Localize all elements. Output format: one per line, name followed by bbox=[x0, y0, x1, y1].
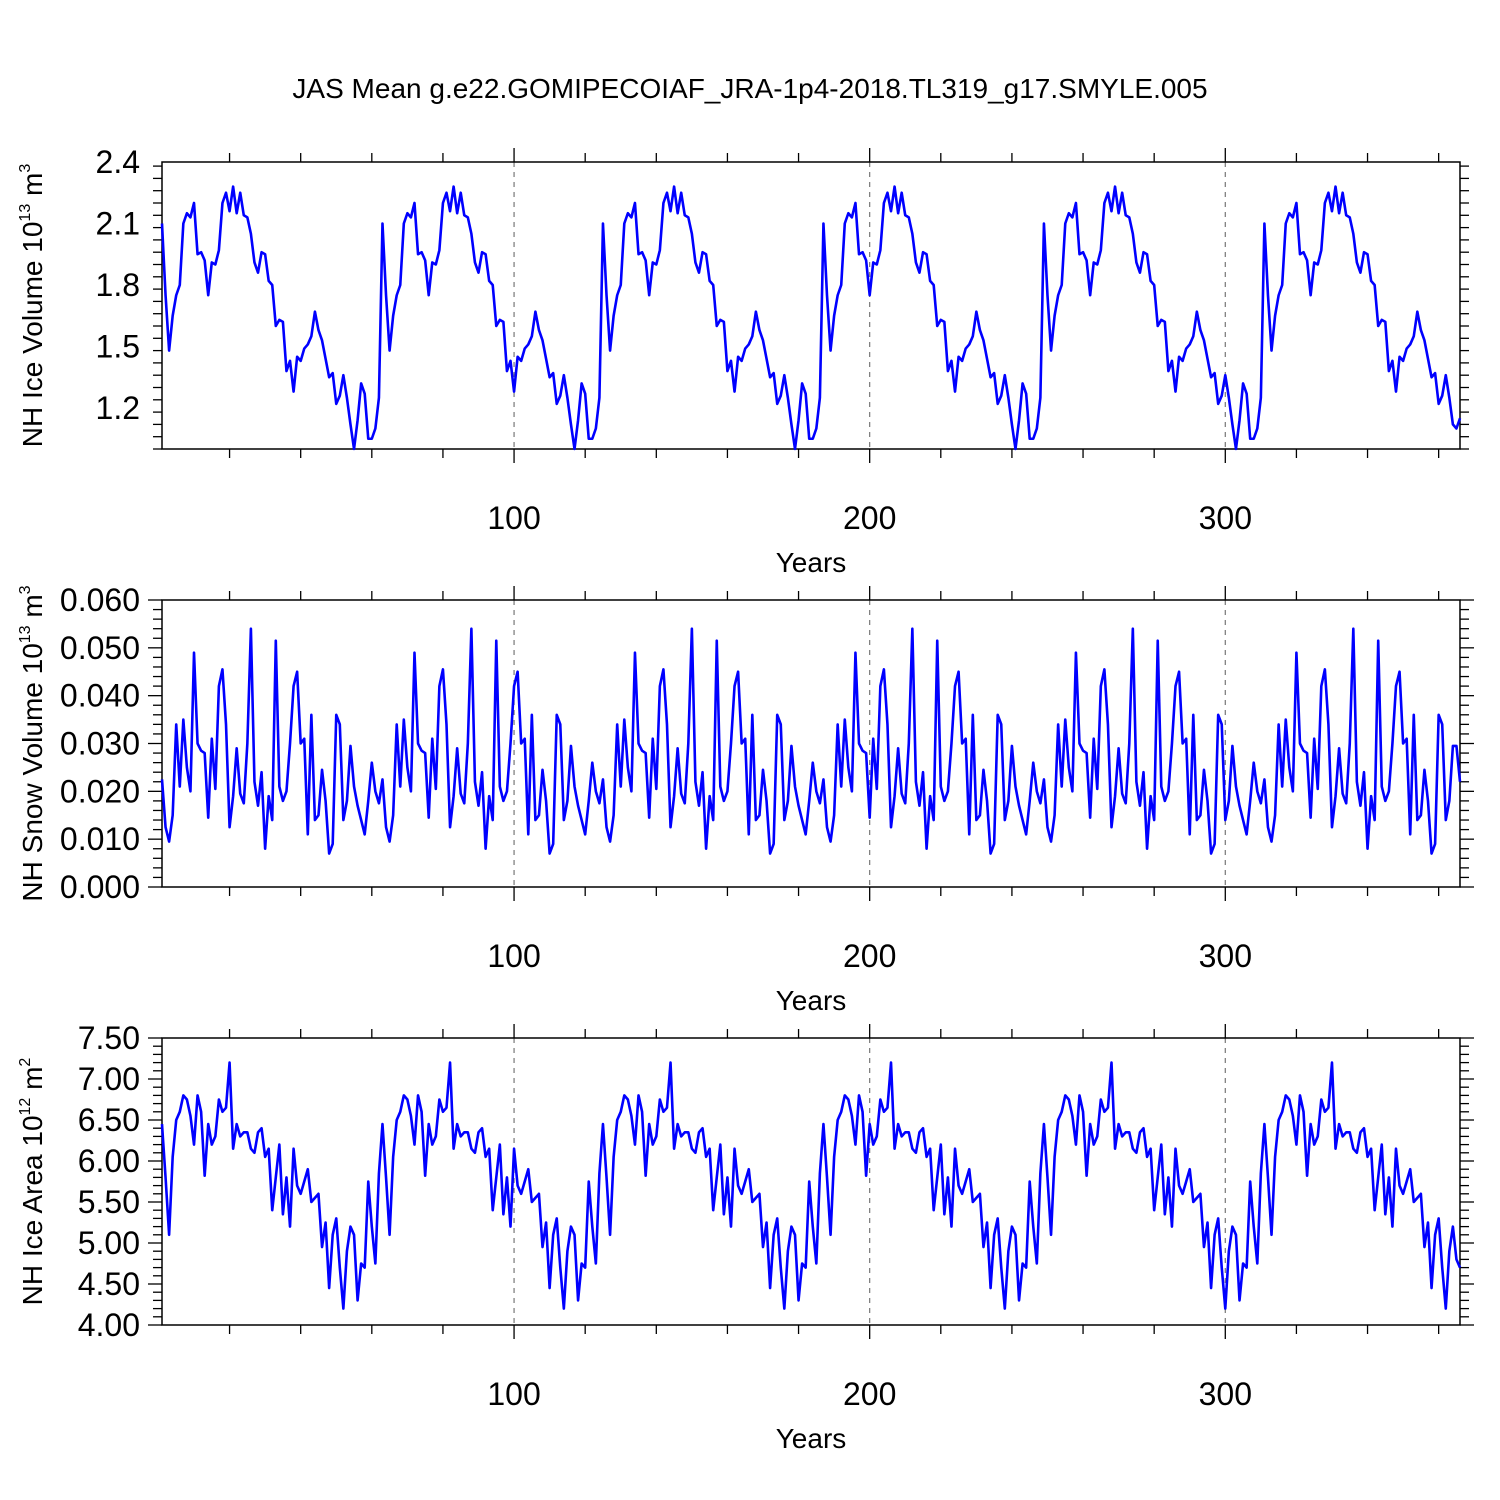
series-line-ice-volume bbox=[160, 185, 1462, 451]
panel-snow-volume: 100 200 300 0.000 0.010 0.020 0.030 0.040 0.050 0… bbox=[17, 582, 1474, 1016]
x-tick-label: 300 bbox=[1199, 500, 1252, 536]
panel-ice-volume: 100 200 300 1.2 1.5 1.8 2.1 2.4 Years NH Ice Volu… bbox=[17, 144, 1469, 578]
x-tick-label: 300 bbox=[1199, 1376, 1252, 1412]
x-axis-label: Years bbox=[776, 1423, 847, 1454]
x-tick-label: 200 bbox=[843, 938, 896, 974]
x-tick-label: 100 bbox=[487, 1376, 540, 1412]
y-tick-label: 0.010 bbox=[60, 821, 140, 857]
y-tick-label: 0.020 bbox=[60, 773, 140, 809]
y-axis-label: NH Snow Volume 1013 m3 bbox=[17, 585, 48, 901]
x-tick-label: 100 bbox=[487, 938, 540, 974]
y-tick-label: 2.4 bbox=[96, 144, 140, 180]
y-tick-label: 2.1 bbox=[96, 206, 140, 242]
x-axis-label: Years bbox=[776, 985, 847, 1016]
y-tick-label: 6.00 bbox=[78, 1143, 140, 1179]
y-tick-label: 1.8 bbox=[96, 267, 140, 303]
y-tick-label: 1.2 bbox=[96, 390, 140, 426]
y-tick-label: 7.50 bbox=[78, 1020, 140, 1056]
series-line-ice-area bbox=[160, 1061, 1462, 1310]
x-tick-label: 200 bbox=[843, 500, 896, 536]
y-tick-label: 0.030 bbox=[60, 726, 140, 762]
y-axis-label: NH Ice Area 1012 m2 bbox=[17, 1058, 48, 1306]
plot-frame bbox=[161, 1037, 1461, 1326]
panel-ice-area: 100 200 300 4.00 4.50 5.00 5.50 6.00 6.50 7.00 7.5… bbox=[17, 1020, 1474, 1454]
x-tick-label: 100 bbox=[487, 500, 540, 536]
x-tick-label: 300 bbox=[1199, 938, 1252, 974]
y-tick-label: 5.00 bbox=[78, 1225, 140, 1261]
y-tick-label: 0.000 bbox=[60, 869, 140, 905]
y-tick-label: 4.50 bbox=[78, 1266, 140, 1302]
y-tick-label: 5.50 bbox=[78, 1184, 140, 1220]
y-tick-label: 0.050 bbox=[60, 630, 140, 666]
y-tick-label: 7.00 bbox=[78, 1061, 140, 1097]
series-line-snow-volume bbox=[160, 627, 1462, 855]
y-tick-label: 1.5 bbox=[96, 329, 140, 365]
y-tick-label: 4.00 bbox=[78, 1307, 140, 1343]
y-tick-label: 6.50 bbox=[78, 1102, 140, 1138]
plot-frame bbox=[161, 161, 1461, 450]
plot-frame bbox=[161, 599, 1461, 888]
y-axis-label: NH Ice Volume 1013 m3 bbox=[17, 164, 48, 448]
y-tick-label: 0.060 bbox=[60, 582, 140, 618]
figure-title: JAS Mean g.e22.GOMIPECOIAF_JRA-1p4-2018.… bbox=[292, 73, 1207, 104]
x-axis-label: Years bbox=[776, 547, 847, 578]
x-tick-label: 200 bbox=[843, 1376, 896, 1412]
y-tick-label: 0.040 bbox=[60, 678, 140, 714]
